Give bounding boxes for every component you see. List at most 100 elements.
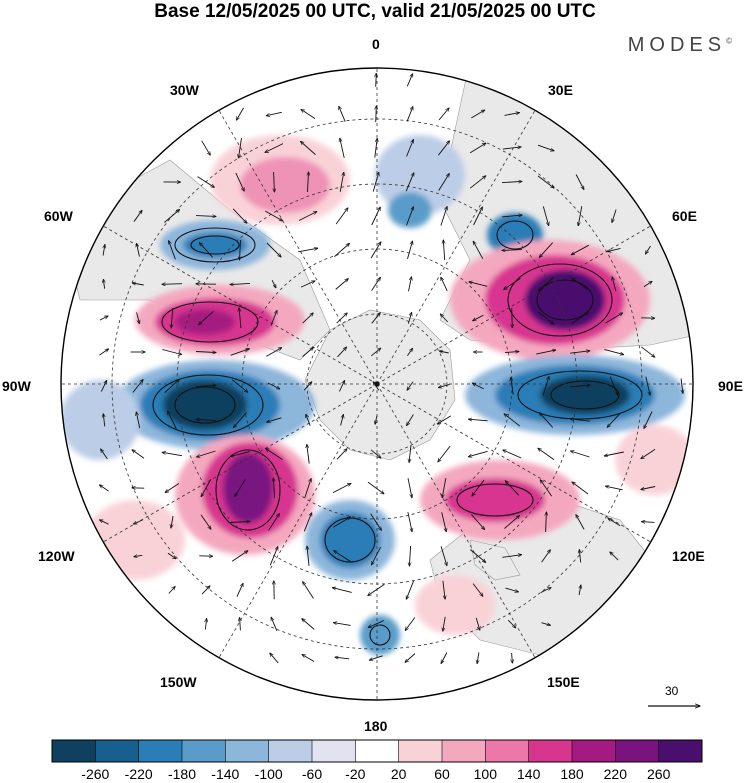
wind-vector — [303, 513, 311, 532]
wind-vector — [240, 239, 241, 260]
wind-vector — [233, 412, 247, 427]
wind-vector — [406, 107, 413, 122]
meridian-line — [376, 383, 536, 658]
wind-vector — [503, 450, 522, 459]
wind-vector — [643, 281, 652, 288]
wind-vector — [137, 243, 140, 257]
wind-vector — [229, 522, 250, 523]
wind-vector — [239, 138, 242, 158]
wind-vector — [240, 618, 241, 631]
meridian-line — [376, 110, 536, 385]
wind-vector — [604, 348, 623, 354]
wind-vector — [472, 583, 483, 597]
wind-vector — [439, 351, 449, 353]
wind-vector — [542, 376, 549, 396]
wind-vector — [471, 514, 484, 530]
wind-vector — [340, 138, 345, 158]
wind-vector — [367, 481, 384, 494]
wind-vector — [302, 347, 314, 357]
wind-vector — [195, 352, 216, 353]
wind-vector — [442, 478, 447, 498]
meridian-line — [103, 225, 378, 385]
wind-vector — [167, 552, 176, 559]
label-lon-150w: 150W — [160, 674, 197, 690]
wind-vector — [407, 312, 411, 324]
wind-vector — [505, 481, 520, 496]
wind-vector — [609, 376, 618, 396]
wind-vector — [369, 655, 383, 660]
wind-vector — [300, 281, 315, 288]
colorbar-swatch — [615, 740, 659, 762]
wind-vector — [546, 512, 547, 533]
colorbar-swatch — [138, 740, 183, 762]
wind-vector — [266, 111, 282, 115]
wind-vector — [164, 210, 179, 223]
colorbar-frame — [51, 739, 703, 763]
wind-vector — [539, 242, 554, 258]
wind-vector — [195, 385, 216, 386]
land-antarctica — [304, 309, 456, 461]
wind-vector — [301, 141, 316, 155]
wind-vector — [570, 351, 590, 354]
colorbar-swatch — [268, 740, 313, 762]
wind-vector — [405, 617, 416, 631]
colorbar-tick-label: -60 — [301, 766, 323, 782]
wind-vector — [407, 414, 414, 426]
wind-vector — [99, 485, 109, 492]
wind-vector — [197, 176, 215, 188]
colorbar-swatch — [182, 740, 226, 762]
wind-vector — [440, 546, 447, 565]
wind-vector — [578, 206, 583, 226]
wind-vector — [501, 215, 522, 218]
wind-vector — [407, 348, 412, 356]
wind-vector — [100, 380, 106, 392]
wind-vector — [473, 314, 484, 321]
wind-vector — [407, 478, 412, 498]
wind-vector — [332, 588, 352, 593]
wind-vector — [438, 141, 449, 156]
wind-vector — [165, 483, 180, 493]
wind-vector — [133, 210, 142, 222]
wind-vector — [334, 243, 350, 257]
wind-vector — [231, 551, 248, 562]
wind-vector — [265, 210, 282, 221]
wind-vector — [376, 73, 377, 87]
wind-vector — [470, 549, 485, 563]
wind-vector — [438, 108, 449, 121]
wind-vector — [469, 282, 488, 287]
brand-logo: MODES© — [628, 34, 732, 57]
wind-vector — [136, 312, 140, 323]
wind-vector — [302, 655, 315, 662]
wind-vector — [511, 378, 514, 395]
wind-vector — [441, 277, 448, 291]
wind-vector — [604, 451, 624, 456]
wind-vector — [337, 347, 346, 358]
wind-vector — [504, 516, 519, 529]
wind-vector — [504, 278, 521, 290]
wind-vector — [512, 652, 513, 663]
wind-vector — [537, 175, 554, 188]
colorbar-tick-label: -260 — [81, 766, 110, 782]
wind-vector — [468, 419, 488, 421]
reference-vector-value: 30 — [665, 684, 679, 698]
wind-vector — [370, 513, 382, 531]
wind-vector — [468, 450, 488, 456]
wind-vector — [265, 143, 284, 153]
wind-vector — [333, 623, 351, 626]
colorbar-tick-label: 100 — [473, 766, 497, 782]
wind-vector — [610, 552, 619, 561]
wind-vector — [406, 74, 412, 87]
wind-vector — [502, 250, 523, 251]
label-lon-150e: 150E — [547, 674, 580, 690]
wind-vector — [372, 172, 379, 192]
wind-vector — [370, 449, 381, 458]
wind-vector — [407, 381, 414, 390]
wind-vector — [570, 419, 590, 422]
meridian-line — [103, 383, 378, 543]
wind-vector — [407, 241, 413, 260]
wind-vector — [571, 244, 590, 255]
colorbar — [51, 739, 703, 763]
wind-vector — [162, 349, 181, 355]
wind-vector — [507, 619, 516, 628]
wind-vector — [438, 445, 451, 462]
